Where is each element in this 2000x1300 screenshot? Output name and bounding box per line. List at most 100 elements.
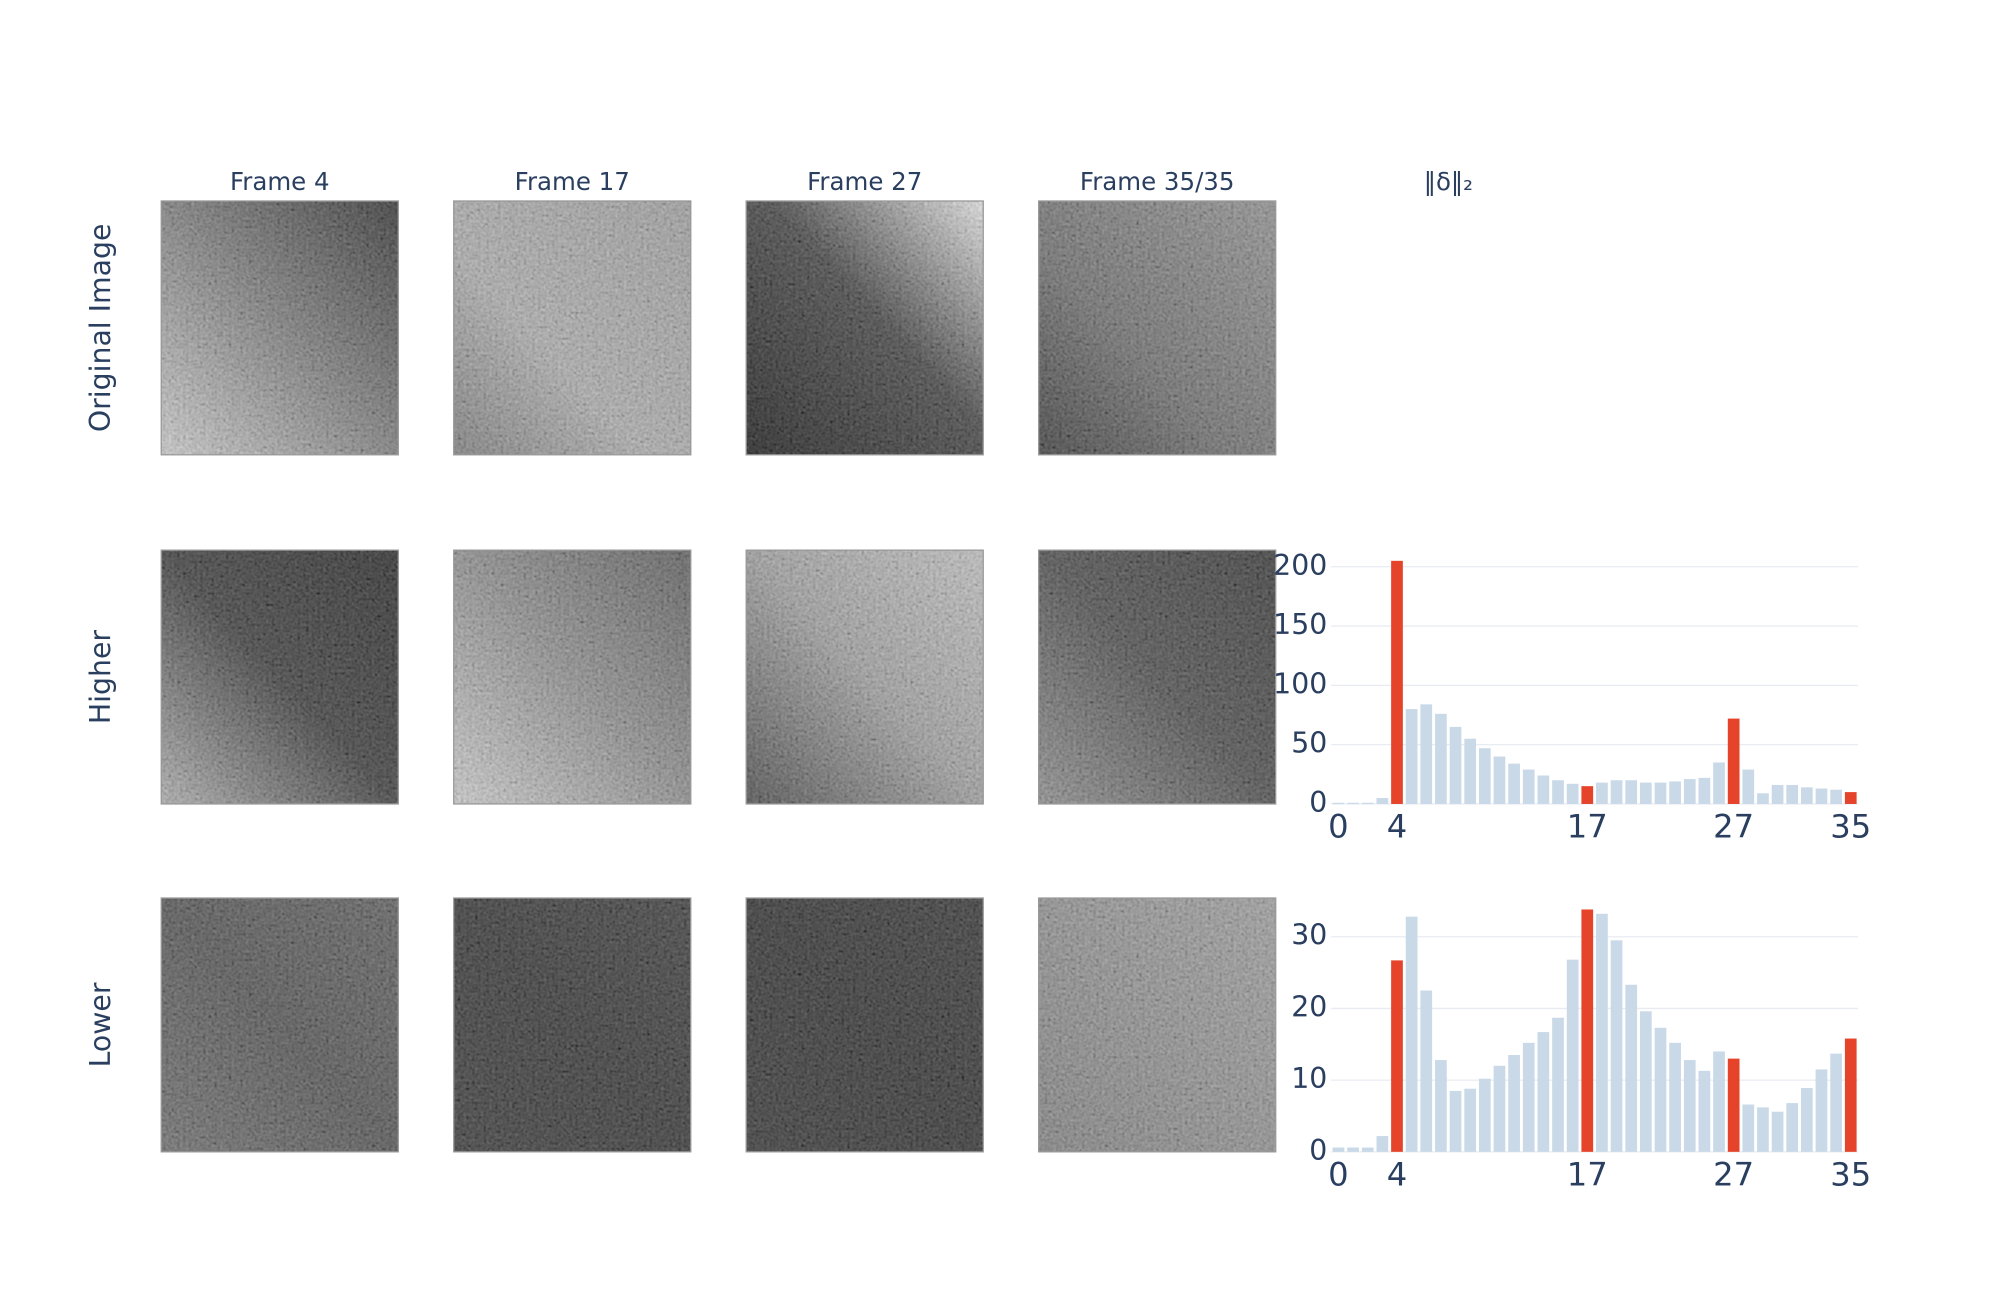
bar	[1713, 1051, 1725, 1152]
bar	[1815, 788, 1828, 804]
image-noise	[1038, 200, 1276, 455]
bar	[1683, 1060, 1696, 1152]
y-tick-label: 200	[1273, 549, 1327, 582]
bar	[1493, 756, 1506, 804]
x-tick-label: 35	[1830, 1155, 1871, 1193]
image-noise	[1038, 550, 1276, 804]
image-border	[1038, 897, 1277, 1153]
image-noise	[453, 200, 691, 455]
bar	[1727, 718, 1740, 804]
bar	[1639, 1011, 1652, 1152]
bar	[1508, 1055, 1520, 1152]
image-noise	[746, 898, 984, 1152]
bar	[1464, 738, 1477, 804]
column-title: Frame 35/35	[1080, 167, 1235, 196]
bar	[1625, 984, 1638, 1152]
bar	[1713, 762, 1725, 804]
bar	[1625, 780, 1638, 804]
bar	[1844, 1038, 1857, 1152]
x-tick-label: 0	[1328, 807, 1349, 845]
bar	[1566, 959, 1579, 1152]
image-border	[453, 200, 692, 456]
image-border	[745, 549, 984, 805]
bar	[1478, 748, 1491, 804]
bar	[1669, 1042, 1681, 1152]
bar	[1435, 713, 1447, 804]
y-tick-label: 100	[1273, 667, 1327, 700]
image-noise	[746, 200, 984, 455]
image-border	[745, 200, 984, 456]
image-border	[453, 897, 692, 1153]
image-border	[1038, 200, 1277, 456]
y-tick-label: 20	[1291, 990, 1327, 1023]
bar	[1508, 763, 1520, 804]
y-tick-label: 150	[1273, 608, 1327, 641]
bar	[1420, 990, 1433, 1152]
bar	[1683, 779, 1696, 804]
bar	[1581, 909, 1594, 1152]
bar	[1464, 1088, 1477, 1152]
image-noise	[161, 550, 399, 804]
image-border	[453, 549, 692, 805]
y-tick-label: 0	[1309, 786, 1327, 819]
bar	[1361, 802, 1374, 804]
x-tick-label: 35	[1830, 807, 1871, 845]
bar	[1771, 784, 1784, 804]
image-border	[160, 897, 399, 1153]
image-noise	[161, 200, 399, 455]
bar	[1391, 960, 1403, 1152]
x-tick-label: 4	[1387, 1155, 1408, 1193]
bar	[1800, 787, 1813, 804]
bar	[1771, 1111, 1784, 1152]
image-noise	[1038, 898, 1276, 1152]
bar	[1844, 792, 1857, 804]
bar	[1596, 782, 1608, 804]
bar	[1361, 1147, 1374, 1152]
bar	[1405, 709, 1418, 804]
bar	[1537, 1032, 1550, 1152]
bar	[1566, 783, 1579, 804]
bar	[1347, 1147, 1359, 1152]
y-tick-label: 0	[1309, 1134, 1327, 1167]
x-tick-label: 27	[1713, 1155, 1754, 1193]
bar	[1449, 1090, 1462, 1152]
bar	[1376, 798, 1389, 804]
x-tick-label: 17	[1567, 1155, 1608, 1193]
bar	[1757, 1107, 1769, 1152]
bar	[1815, 1069, 1828, 1152]
bar	[1639, 782, 1652, 804]
image-noise	[161, 898, 399, 1152]
row-title: Higher	[84, 630, 117, 725]
x-tick-label: 17	[1567, 807, 1608, 845]
bar	[1654, 1027, 1667, 1152]
bar	[1552, 1017, 1564, 1152]
row-title: Lower	[84, 982, 117, 1067]
bar	[1669, 781, 1681, 804]
bar	[1435, 1060, 1447, 1152]
image-noise	[453, 550, 691, 804]
bar	[1610, 780, 1623, 804]
y-tick-label: 30	[1291, 919, 1327, 952]
bar	[1610, 940, 1623, 1152]
image-noise	[746, 550, 984, 804]
bar	[1742, 1104, 1755, 1152]
bar	[1522, 1042, 1535, 1152]
column-title: Frame 4	[230, 167, 330, 196]
x-tick-label: 27	[1713, 807, 1754, 845]
bar	[1449, 726, 1462, 804]
bar	[1698, 1070, 1711, 1152]
bar	[1332, 1147, 1345, 1152]
column-title: Frame 17	[515, 167, 630, 196]
bar	[1493, 1065, 1506, 1152]
x-tick-label: 4	[1387, 807, 1408, 845]
row-title: Original Image	[84, 224, 117, 433]
bar	[1405, 916, 1418, 1152]
column-title: Frame 27	[807, 167, 922, 196]
bar	[1420, 704, 1433, 804]
bar	[1727, 1058, 1740, 1152]
bar	[1830, 1053, 1842, 1152]
bar	[1742, 769, 1755, 804]
bar	[1478, 1078, 1491, 1152]
image-noise	[453, 898, 691, 1152]
bar	[1537, 775, 1550, 804]
